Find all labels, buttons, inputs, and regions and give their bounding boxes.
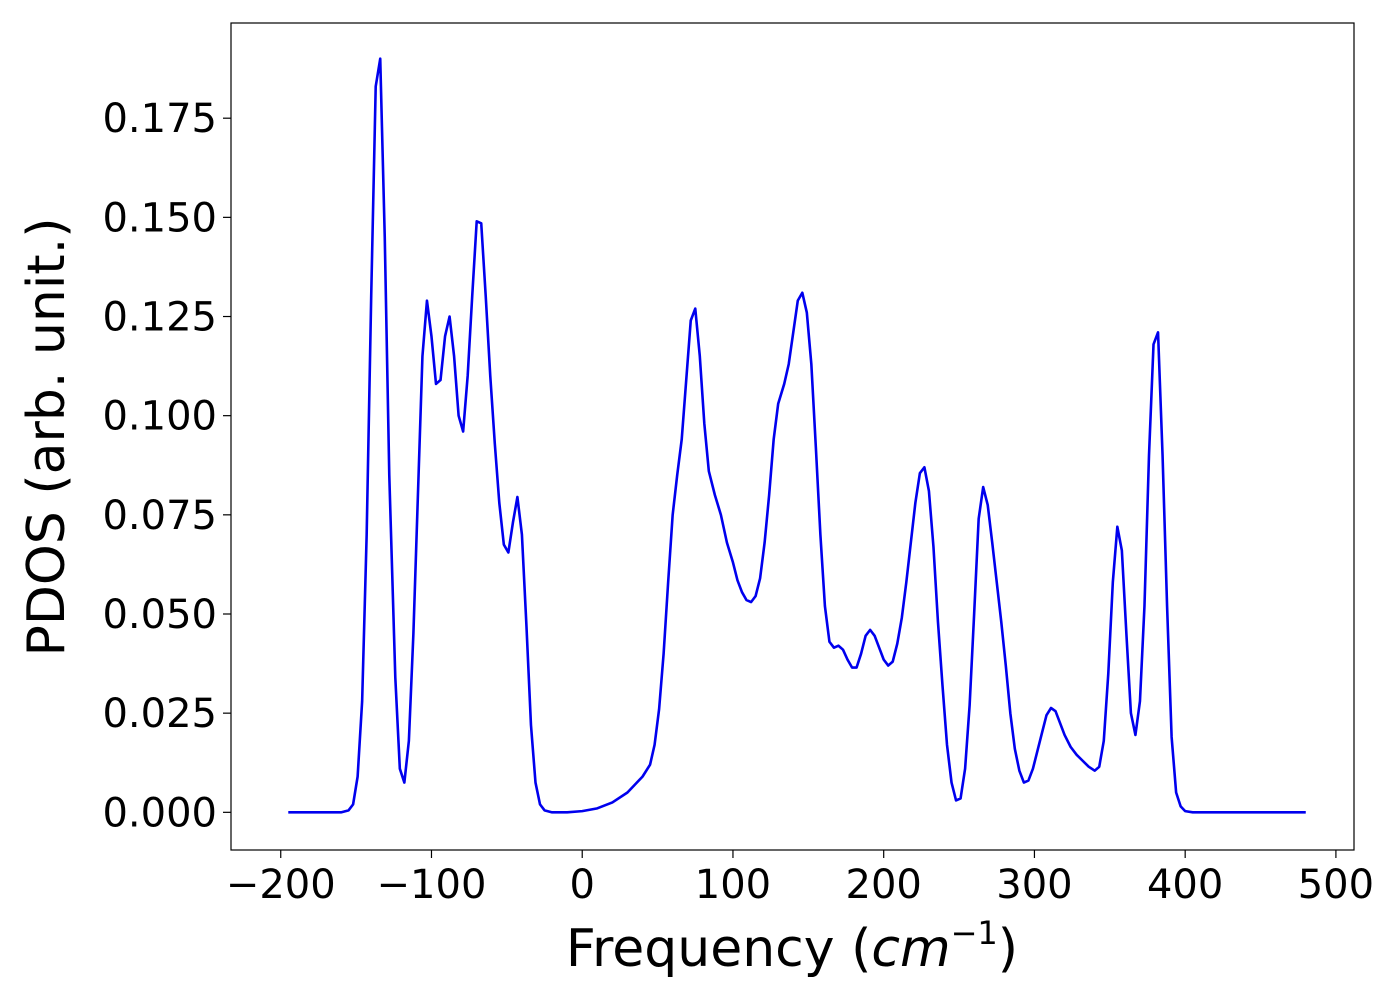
y-tick-label: 0.025 (102, 691, 217, 737)
series-layer (288, 57, 1306, 814)
x-tick-label: 200 (846, 862, 922, 908)
y-tick-label: 0.150 (102, 195, 217, 241)
x-tick-label: −100 (377, 862, 487, 908)
y-axis-ticks: 0.000 0.025 0.050 0.075 0.100 0.125 0.150 0.175 (102, 96, 231, 836)
x-tick-label: 400 (1147, 862, 1223, 908)
plot-area-frame (230, 22, 1355, 851)
y-tick-label: 0.175 (102, 96, 217, 142)
x-tick-label: 100 (695, 862, 771, 908)
x-axis-ticks: −200 −100 0 100 200 300 400 500 (226, 850, 1374, 908)
y-tick-label: 0.075 (102, 493, 217, 539)
x-tick-label: 500 (1298, 862, 1374, 908)
x-tick-label: −200 (226, 862, 336, 908)
series-line-0 (288, 57, 1306, 814)
x-tick-label: 300 (996, 862, 1072, 908)
y-tick-label: 0.125 (102, 295, 217, 341)
y-axis-label: PDOS (arb. unit.) (17, 217, 77, 656)
y-tick-label: 0.100 (102, 394, 217, 440)
x-axis-label: Frequency (cm−1) (566, 914, 1018, 979)
x-tick-label: 0 (569, 862, 594, 908)
y-tick-label: 0.000 (102, 790, 217, 836)
y-tick-label: 0.050 (102, 592, 217, 638)
